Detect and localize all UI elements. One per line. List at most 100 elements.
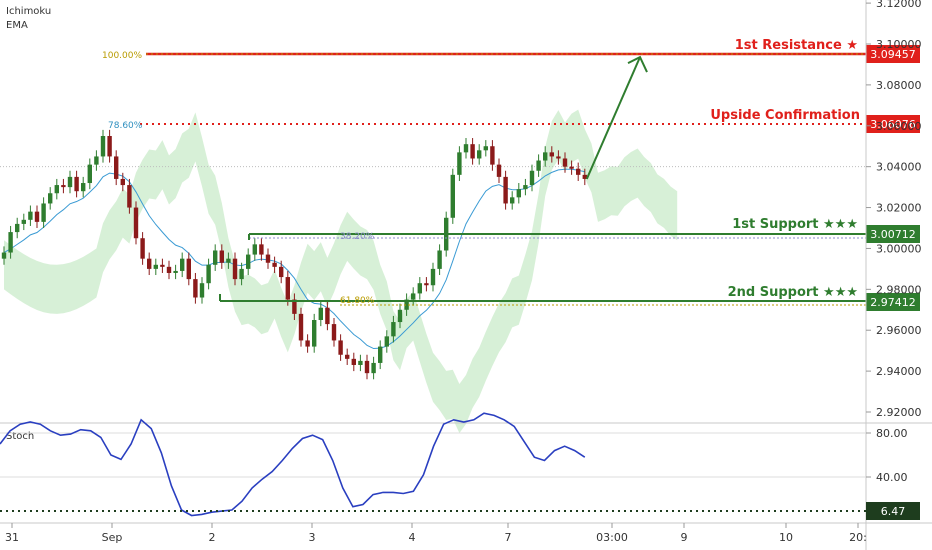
ichimoku-cloud bbox=[4, 109, 678, 434]
candle-body bbox=[81, 183, 86, 192]
candle-body bbox=[298, 313, 304, 341]
fib-382-label: 38.20% bbox=[340, 232, 375, 242]
candle-body bbox=[345, 354, 350, 359]
candle-body bbox=[120, 178, 125, 186]
candle-body bbox=[378, 346, 383, 363]
candle-body bbox=[397, 309, 403, 323]
candle-body bbox=[180, 258, 185, 271]
candle-body bbox=[364, 360, 370, 374]
price-tick-label: 3.02000 bbox=[876, 202, 922, 215]
stoch-label: Stoch bbox=[6, 431, 35, 442]
ema-line bbox=[3, 168, 585, 350]
candle-body bbox=[219, 250, 224, 263]
candle-body bbox=[404, 299, 409, 310]
price-tick-label: 3.10000 bbox=[876, 38, 922, 51]
candle-body bbox=[496, 164, 502, 177]
stoch-line bbox=[0, 412, 586, 517]
stoch-min-value: 6.47 bbox=[881, 505, 906, 518]
cloud-area bbox=[4, 109, 678, 434]
candle-body bbox=[186, 258, 191, 280]
candle-body bbox=[490, 146, 495, 165]
candle-body bbox=[127, 185, 132, 208]
price-tick-label: 2.98000 bbox=[876, 283, 922, 296]
candle-body bbox=[232, 258, 238, 280]
candle-body bbox=[173, 270, 178, 273]
stoch-grid bbox=[0, 432, 866, 478]
candle-body bbox=[206, 264, 211, 284]
candle-body bbox=[503, 176, 508, 204]
support2-label: 2nd Support ★★★ bbox=[728, 285, 858, 300]
candle-body bbox=[1, 252, 7, 259]
candle-body bbox=[166, 266, 172, 273]
candle-body bbox=[226, 258, 231, 263]
time-tick-label: 9 bbox=[681, 531, 688, 544]
price-tick-label: 3.12000 bbox=[876, 0, 922, 10]
candle-body bbox=[94, 156, 99, 165]
candle-body bbox=[463, 144, 469, 153]
candle-body bbox=[74, 176, 79, 192]
time-tick-label: 03:00 bbox=[596, 531, 628, 544]
time-tick-label: 10 bbox=[779, 531, 793, 544]
candle-body bbox=[199, 283, 205, 298]
candle-body bbox=[450, 174, 455, 218]
time-axis: 31 Sep 2 3 4 7 03:00 9 10 20: bbox=[5, 523, 867, 544]
candle-body bbox=[483, 146, 488, 151]
price-tick-label: 3.04000 bbox=[876, 161, 922, 174]
projection-head bbox=[627, 55, 648, 73]
support2-price: 2.97412 bbox=[870, 296, 916, 309]
candle-body bbox=[34, 211, 40, 222]
candle-body bbox=[133, 207, 139, 239]
fib-618-label: 61.80% bbox=[340, 296, 375, 306]
candle-body bbox=[516, 189, 521, 198]
upside-price: 3.06076 bbox=[870, 118, 916, 131]
candle-body bbox=[325, 307, 330, 325]
candle-body bbox=[582, 174, 587, 179]
candle-body bbox=[510, 197, 515, 204]
candle-body bbox=[338, 340, 343, 355]
candle-body bbox=[259, 244, 264, 255]
candle-body bbox=[536, 160, 541, 171]
time-tick-label: 2 bbox=[209, 531, 216, 544]
projection-shaft bbox=[585, 56, 641, 180]
candle-body bbox=[61, 185, 66, 188]
ichimoku-label: Ichimoku bbox=[6, 6, 52, 17]
candle-body bbox=[252, 244, 257, 255]
candle-body bbox=[437, 250, 442, 269]
candle-body bbox=[358, 360, 363, 365]
time-tick-label: 4 bbox=[409, 531, 416, 544]
candle-body bbox=[576, 168, 581, 175]
price-tick-label: 3.06000 bbox=[876, 120, 922, 133]
resistance-label: 1st Resistance ★ bbox=[735, 38, 858, 53]
candle-body bbox=[430, 268, 436, 286]
stoch-axis: 80.00 40.00 bbox=[866, 427, 908, 484]
candle-body bbox=[562, 158, 568, 167]
candle-body bbox=[160, 264, 165, 267]
candle-body bbox=[213, 250, 218, 265]
candle-body bbox=[417, 283, 422, 294]
candle-body bbox=[153, 264, 158, 269]
fib-100-label: 100.00% bbox=[102, 51, 142, 61]
price-tick-label: 3.08000 bbox=[876, 79, 922, 92]
candle-body bbox=[556, 156, 561, 159]
candle-body bbox=[351, 358, 356, 365]
time-tick-label: 20: bbox=[849, 531, 867, 544]
candle-body bbox=[543, 152, 548, 161]
stoch-tick-label: 80.00 bbox=[876, 427, 908, 440]
candle-body bbox=[470, 144, 475, 159]
candle-body bbox=[21, 219, 26, 224]
fib-786-label: 78.60% bbox=[108, 121, 143, 131]
candle-body bbox=[246, 254, 251, 269]
stoch-tick-label: 40.00 bbox=[876, 471, 908, 484]
candle-body bbox=[114, 156, 119, 179]
resistance-price: 3.09457 bbox=[870, 48, 916, 61]
time-tick-label: 3 bbox=[309, 531, 316, 544]
candle-body bbox=[48, 193, 53, 204]
price-tick-label: 3.00000 bbox=[876, 242, 922, 255]
candle-body bbox=[457, 152, 462, 175]
candle-body bbox=[477, 150, 482, 159]
candle-body bbox=[239, 268, 244, 280]
price-tick-label: 2.96000 bbox=[876, 324, 922, 337]
candle-body bbox=[549, 152, 554, 157]
candle-body bbox=[305, 340, 310, 347]
